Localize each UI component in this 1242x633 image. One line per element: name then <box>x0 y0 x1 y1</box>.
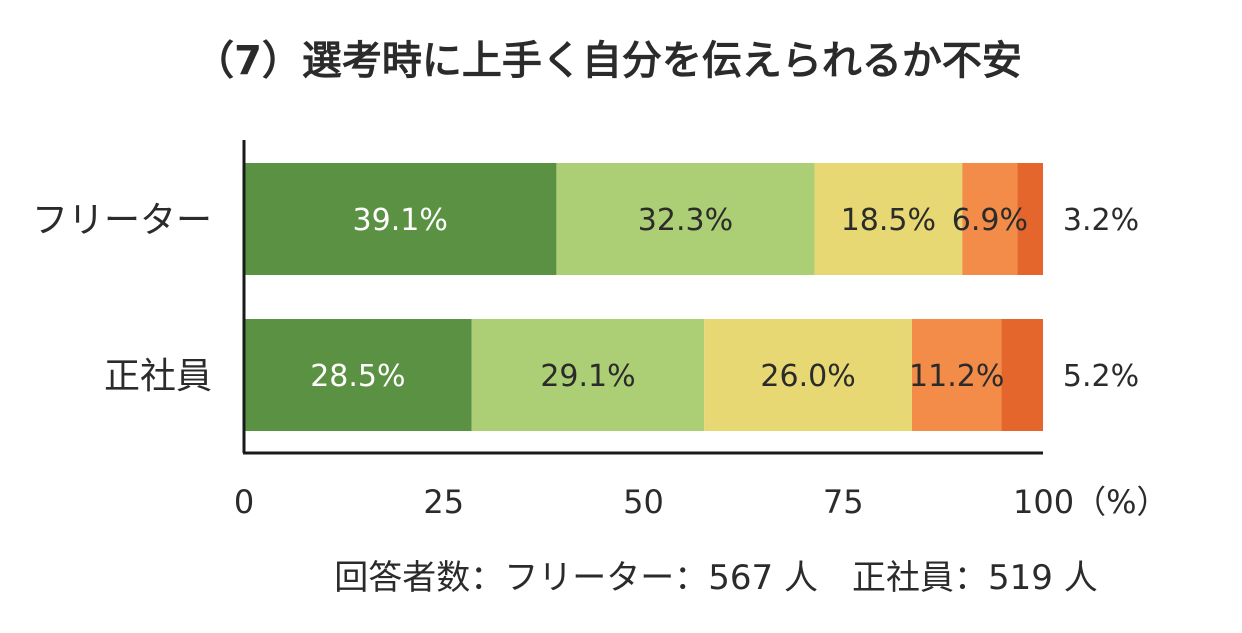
category-label: フリーター <box>32 200 212 241</box>
data-label: 18.5% <box>841 203 936 238</box>
x-tick-label: 75 <box>823 483 864 521</box>
bar-segment <box>962 163 1018 275</box>
bars-layer <box>244 163 1043 431</box>
data-label: 5.2% <box>1063 359 1139 394</box>
data-labels-layer: 39.1% 32.3% 18.5% 6.9% 3.2% 28.5% 29.1% 26.0% 11… <box>310 203 1139 394</box>
data-label: 29.1% <box>540 359 635 394</box>
chart-title: （7）選考時に上手く自分を伝えられるか不安 <box>194 38 1022 84</box>
data-label: 32.3% <box>638 203 733 238</box>
x-tick-label: 0 <box>234 483 254 521</box>
bar-segment <box>244 319 472 431</box>
x-tick-label: 25 <box>423 483 464 521</box>
category-label: 正社員 <box>104 356 212 397</box>
respondent-count-note: 回答者数：フリーター：567 人 正社員：519 人 <box>334 558 1097 598</box>
data-label: 26.0% <box>760 359 855 394</box>
bar-segment <box>556 163 815 275</box>
bar-segment <box>704 319 912 431</box>
data-label: 11.2% <box>909 359 1004 394</box>
bar-segment <box>244 163 557 275</box>
bar-segment <box>471 319 705 431</box>
data-label: 3.2% <box>1063 203 1139 238</box>
data-label: 6.9% <box>952 203 1028 238</box>
x-tick-label: 50 <box>623 483 664 521</box>
data-label: 39.1% <box>353 203 448 238</box>
bar-segment <box>1001 319 1043 431</box>
bar-segment <box>911 319 1002 431</box>
bar-segment <box>1017 163 1043 275</box>
bar-segment <box>814 163 963 275</box>
data-label: 28.5% <box>310 359 405 394</box>
x-tick-label: 100（%） <box>1013 483 1169 521</box>
